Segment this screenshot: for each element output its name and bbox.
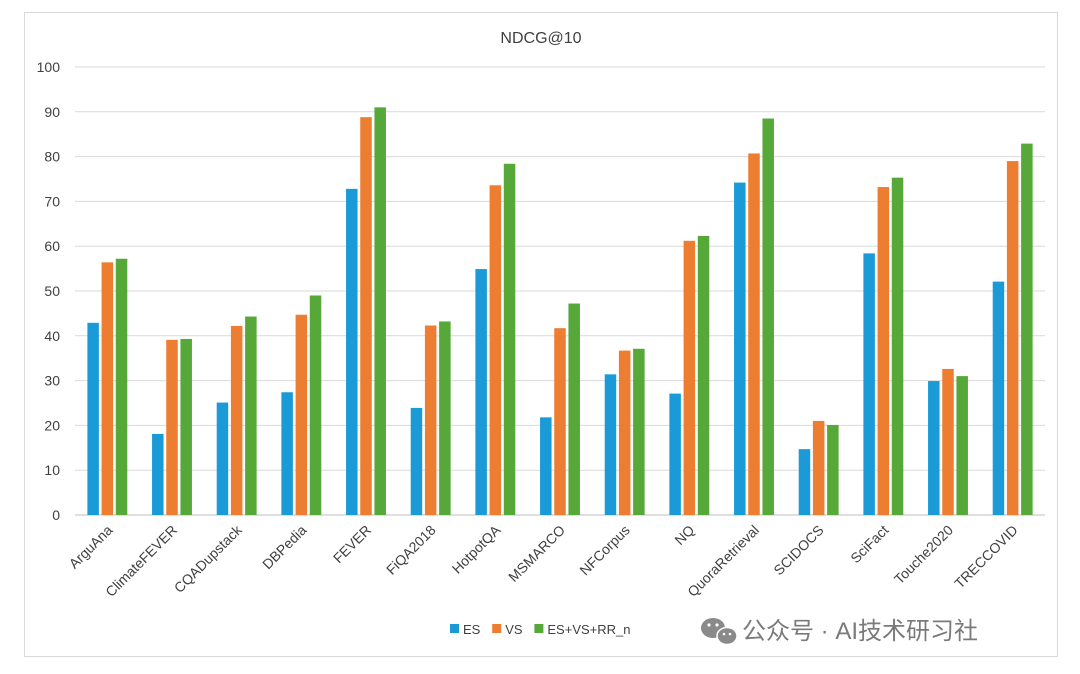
x-tick-label: SciFact	[847, 522, 891, 566]
x-tick-label: ArguAna	[66, 522, 116, 572]
y-tick-label: 60	[44, 238, 60, 254]
y-tick-label: 90	[44, 104, 60, 120]
x-tick-label: CQADupstack	[171, 521, 246, 596]
bar-es-vs-rr-n-cqadupstack	[245, 316, 257, 515]
y-tick-label: 20	[44, 417, 60, 433]
bar-vs-quoraretrieval	[748, 153, 760, 516]
bar-es-vs-rr-n-fever	[374, 107, 386, 515]
bar-es-arguana	[87, 322, 99, 515]
bar-es-nq	[669, 393, 681, 515]
bar-es-treccovid	[992, 281, 1005, 515]
legend-swatch	[450, 624, 459, 633]
x-tick-label: Touche2020	[891, 522, 956, 587]
bar-vs-hotpotqa	[489, 185, 502, 515]
legend-swatch	[492, 624, 502, 633]
bar-es-touche2020	[928, 381, 940, 515]
bar-es-dbpedia	[281, 392, 293, 515]
bar-vs-scidocs	[812, 420, 825, 515]
bar-vs-treccovid	[1006, 161, 1019, 515]
bar-es-cqadupstack	[216, 402, 229, 515]
y-tick-label: 80	[44, 149, 60, 165]
bar-es-vs-rr-n-climatefever	[180, 338, 192, 515]
bar-es-vs-rr-n-treccovid	[1021, 143, 1033, 515]
legend: ES VS ES+VS+RR_n	[450, 622, 631, 637]
bar-es-nfcorpus	[604, 374, 617, 515]
watermark: 公众号 · AI技术研习社	[701, 618, 978, 646]
x-tick-label: NQ	[671, 522, 697, 548]
bar-vs-nfcorpus	[618, 350, 631, 515]
bar-es-vs-rr-n-nq	[697, 235, 710, 515]
bar-es-vs-rr-n-dbpedia	[309, 295, 322, 515]
bar-vs-msmarco	[554, 328, 566, 515]
y-tick-label: 30	[44, 373, 60, 389]
bar-vs-scifact	[877, 187, 890, 515]
bar-es-vs-rr-n-hotpotqa	[503, 163, 516, 515]
x-tick-label: NFCorpus	[576, 522, 632, 578]
x-tick-label: HotpotQA	[449, 521, 504, 576]
bar-es-vs-rr-n-touche2020	[956, 376, 968, 515]
bar-vs-arguana	[101, 262, 114, 515]
bar-vs-dbpedia	[295, 314, 308, 515]
watermark-text: 公众号 · AI技术研习社	[742, 618, 978, 645]
x-tick-label: MSMARCO	[505, 522, 568, 585]
x-tick-label: FiQA2018	[383, 522, 439, 578]
x-tick-label: TRECCOVID	[951, 522, 1021, 592]
bar-es-vs-rr-n-scifact	[891, 177, 904, 515]
bar-es-vs-rr-n-fiqa2018	[439, 321, 451, 515]
bar-vs-nq	[683, 240, 696, 515]
x-tick-label: FEVER	[330, 522, 374, 566]
bar-es-vs-rr-n-nfcorpus	[633, 348, 645, 515]
bar-es-quoraretrieval	[734, 182, 746, 516]
bar-vs-touche2020	[942, 368, 954, 515]
bar-es-vs-rr-n-scidocs	[827, 424, 839, 515]
bar-es-climatefever	[152, 433, 164, 515]
bar-es-vs-rr-n-quoraretrieval	[762, 118, 774, 516]
bars	[87, 107, 1033, 516]
bar-es-vs-rr-n-msmarco	[568, 303, 580, 515]
y-tick-label: 0	[52, 507, 60, 523]
x-tick-label: SCIDOCS	[770, 522, 826, 578]
y-tick-label: 70	[44, 193, 60, 209]
y-tick-label: 40	[44, 328, 60, 344]
bar-es-msmarco	[540, 417, 552, 515]
y-axis-ticks: 0 10 20 30 40 50 60 70 80 90 100	[37, 59, 61, 523]
legend-label: ES+VS+RR_n	[547, 622, 630, 637]
y-tick-label: 50	[44, 283, 60, 299]
legend-swatch	[534, 624, 544, 633]
bar-es-scifact	[863, 253, 875, 516]
y-tick-label: 100	[37, 59, 61, 75]
bar-vs-fever	[360, 117, 372, 516]
bar-es-scidocs	[798, 449, 811, 515]
bar-es-hotpotqa	[475, 269, 487, 515]
bar-vs-cqadupstack	[230, 325, 243, 515]
bar-vs-climatefever	[166, 339, 178, 515]
bar-es-vs-rr-n-arguana	[115, 258, 128, 515]
legend-label: ES	[463, 622, 481, 637]
bar-vs-fiqa2018	[424, 325, 437, 515]
bar-es-fever	[346, 188, 358, 515]
wechat-icon	[701, 618, 738, 646]
x-tick-label: DBPedia	[259, 522, 310, 573]
y-tick-label: 10	[44, 462, 60, 478]
chart-title: NDCG@10	[500, 30, 581, 47]
bar-es-fiqa2018	[410, 407, 423, 515]
legend-label: VS	[505, 622, 523, 637]
